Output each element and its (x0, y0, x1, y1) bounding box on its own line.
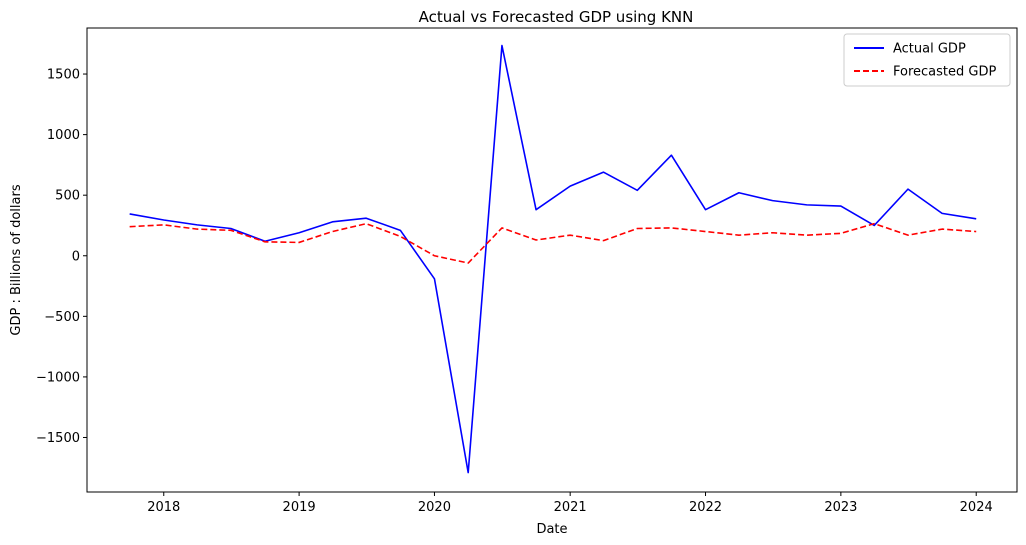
legend: Actual GDP Forecasted GDP (843, 33, 1011, 87)
x-axis-title: Date (536, 522, 567, 537)
y-tick-label: 500 (55, 189, 80, 204)
y-tick-label: 1000 (47, 128, 80, 143)
y-axis-title: GDP : Billions of dollars (9, 184, 24, 335)
series-layer (129, 44, 977, 474)
x-tick-label: 2021 (554, 500, 587, 515)
x-tick-label: 2023 (824, 500, 857, 515)
series-line-forecasted-gdp (129, 222, 977, 264)
y-tick-label: 1500 (47, 68, 80, 83)
y-tick-label: −1000 (36, 370, 80, 385)
x-axis: 2018 2019 2020 2021 2022 2023 2024 (147, 492, 993, 515)
x-tick-label: 2024 (960, 500, 993, 515)
y-tick-label: −1500 (36, 431, 80, 446)
x-tick-label: 2020 (418, 500, 451, 515)
y-axis: −1500 −1000 −500 0 500 1000 1500 (36, 68, 87, 446)
plot-frame (86, 27, 1018, 493)
x-tick-label: 2018 (147, 500, 180, 515)
x-tick-label: 2022 (689, 500, 722, 515)
x-tick-label: 2019 (283, 500, 316, 515)
legend-label-forecasted-gdp: Forecasted GDP (893, 65, 996, 80)
legend-label-actual-gdp: Actual GDP (893, 42, 966, 57)
chart-title: Actual vs Forecasted GDP using KNN (419, 8, 694, 26)
y-tick-label: −500 (44, 310, 80, 325)
y-tick-label: 0 (72, 249, 80, 264)
series-line-actual-gdp (129, 44, 977, 474)
legend-frame (843, 33, 1011, 87)
